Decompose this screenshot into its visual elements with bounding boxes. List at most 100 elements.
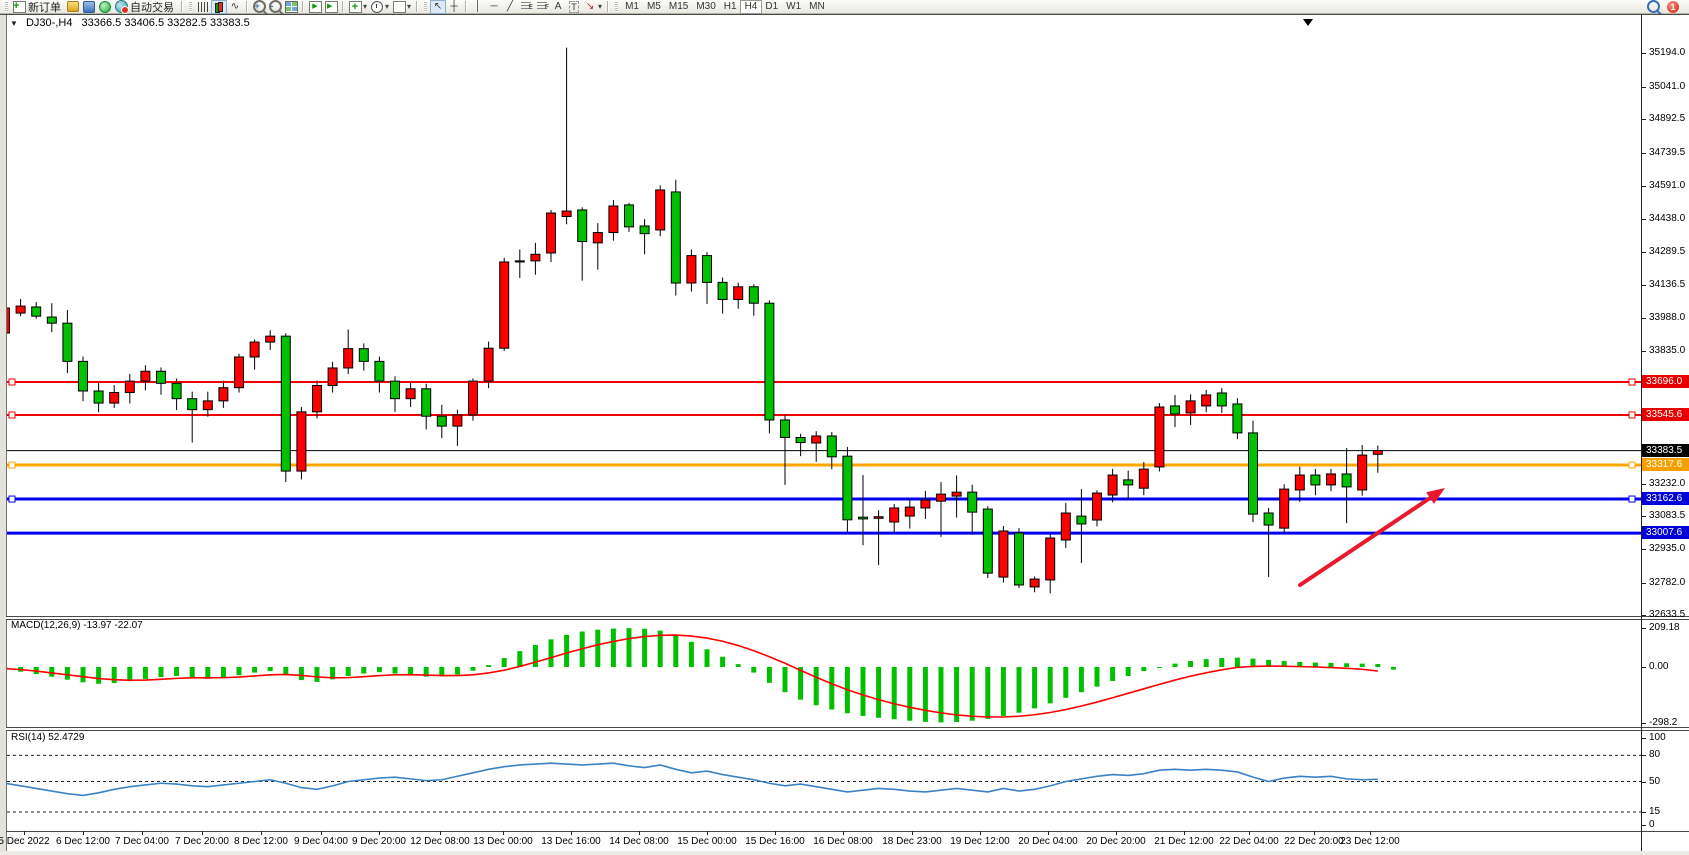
templates-icon[interactable] <box>392 0 406 13</box>
chart-shift-icon[interactable]: ▶ <box>324 0 338 13</box>
macd-histogram-bar <box>876 667 882 718</box>
tab-timeframe-MN[interactable]: MN <box>809 0 825 12</box>
periods-icon[interactable] <box>370 0 384 13</box>
toolbar-drag-handle[interactable] <box>5 1 8 12</box>
vertical-line-tool-icon[interactable]: │ <box>474 0 482 12</box>
tile-windows-icon[interactable] <box>284 0 298 13</box>
macd-histogram-bar <box>1312 662 1318 667</box>
price-tick-mark <box>1641 53 1646 55</box>
tab-timeframe-W1[interactable]: W1 <box>786 0 802 12</box>
indicators-dropdown-icon[interactable]: ▾ <box>363 2 368 11</box>
line-anchor-square[interactable] <box>1628 461 1636 469</box>
macd-histogram-bar <box>517 651 523 667</box>
candle-body <box>1107 474 1118 496</box>
fibonacci-tool-icon[interactable]: F <box>535 1 549 13</box>
candle-body <box>358 348 369 362</box>
text-label-tool-icon[interactable]: T <box>569 0 579 13</box>
candlestick-chart-type-icon[interactable] <box>211 0 227 14</box>
time-label: 9 Dec 20:00 <box>352 836 406 847</box>
line-anchor-square[interactable] <box>8 461 16 469</box>
macd-histogram-bar <box>486 665 492 667</box>
candle-body <box>624 204 634 228</box>
time-label: 13 Dec 00:00 <box>473 836 533 847</box>
pane-separator[interactable] <box>6 727 1689 731</box>
macd-pane[interactable] <box>7 620 1641 727</box>
bar-chart-type-icon[interactable] <box>196 1 210 13</box>
toolbar-drag-handle[interactable] <box>424 1 428 12</box>
zoom-out-icon[interactable]: - <box>268 0 282 13</box>
periods-dropdown-icon[interactable]: ▾ <box>385 2 390 11</box>
equidistant-channel-tool-icon[interactable]: E <box>519 1 533 13</box>
macd-histogram-bar <box>673 635 679 667</box>
macd-histogram-bar <box>829 667 835 710</box>
toolbar-drag-handle[interactable] <box>615 1 619 12</box>
timeframe-group: M1 M5 M15 M30 H1 H4 D1 W1 MN <box>621 0 829 14</box>
metaeditor-icon[interactable] <box>66 1 80 13</box>
candle-body <box>483 347 494 382</box>
macd-histogram-bar <box>64 667 70 680</box>
rsi-tick-mark <box>1641 781 1646 783</box>
tab-timeframe-M15[interactable]: M15 <box>668 0 689 12</box>
trend-arrow-object[interactable] <box>1298 496 1433 587</box>
tab-timeframe-H1[interactable]: H1 <box>723 0 737 12</box>
rsi-tick-mark <box>1641 825 1646 826</box>
new-order-icon[interactable]: + <box>12 0 26 13</box>
price-tick-mark <box>1641 285 1646 287</box>
pane-separator[interactable] <box>6 616 1689 620</box>
macd-histogram-bar <box>1203 659 1209 667</box>
collapse-arrow-icon[interactable]: ▼ <box>10 19 18 28</box>
text-tool-icon[interactable]: A <box>554 0 562 12</box>
tab-timeframe-H4[interactable]: H4 <box>739 0 763 14</box>
crosshair-icon[interactable]: ┼ <box>450 0 458 12</box>
tab-timeframe-M1[interactable]: M1 <box>625 0 639 12</box>
tab-timeframe-M30[interactable]: M30 <box>696 0 716 12</box>
macd-histogram-bar <box>1000 667 1006 716</box>
trend-arrow-head[interactable] <box>1426 488 1445 504</box>
macd-histogram-bar <box>392 667 398 674</box>
macd-histogram-bar <box>1063 667 1069 698</box>
main-chart-pane[interactable] <box>7 15 1641 618</box>
time-label: 9 Dec 04:00 <box>294 836 348 847</box>
macd-histogram-bar <box>657 630 663 667</box>
time-tick-mark <box>843 831 844 835</box>
tab-timeframe-D1[interactable]: D1 <box>765 0 779 12</box>
horizontal-line-tool-icon[interactable]: ─ <box>490 0 498 12</box>
macd-histogram-bar <box>907 667 913 721</box>
arrows-tool-icon[interactable]: ↘ <box>585 0 595 12</box>
candle-body <box>904 506 915 517</box>
signals-icon[interactable] <box>98 0 112 13</box>
line-anchor-square[interactable] <box>8 378 16 386</box>
trendline-tool-icon[interactable]: ╱ <box>507 0 514 12</box>
profile-icon[interactable] <box>82 0 96 13</box>
line-chart-type-icon[interactable]: ∿ <box>230 0 240 12</box>
line-anchor-square[interactable] <box>8 411 16 419</box>
toolbar-drag-handle[interactable] <box>189 1 192 12</box>
line-anchor-square[interactable] <box>1628 411 1636 419</box>
macd-histogram-bar <box>1125 667 1131 676</box>
macd-histogram-bar <box>1016 667 1022 713</box>
new-order-label[interactable]: 新订单 <box>28 1 61 14</box>
arrows-dropdown-icon[interactable]: ▾ <box>598 2 603 11</box>
indicators-icon[interactable]: + <box>348 0 362 13</box>
chart-shift-marker-icon[interactable] <box>1303 19 1313 26</box>
toolbar: + 新订单 自动交易 ∿ + - ▶ ▶ + ▾ ▾ ▾ ↖ ┼ │ ─ ╱ E… <box>0 0 1689 14</box>
line-anchor-square[interactable] <box>1628 378 1636 386</box>
search-icon[interactable] <box>1646 0 1660 13</box>
notifications-icon[interactable]: 1 <box>1667 0 1679 13</box>
rsi-pane[interactable] <box>7 731 1641 831</box>
price-tick-mark <box>1641 153 1646 154</box>
line-anchor-square[interactable] <box>8 495 16 503</box>
candle-body <box>1326 473 1336 486</box>
macd-histogram-bar <box>111 667 117 684</box>
autotrading-icon[interactable] <box>114 0 129 14</box>
cursor-icon[interactable]: ↖ <box>430 0 447 14</box>
candle-body <box>436 415 447 427</box>
auto-scroll-icon[interactable]: ▶ <box>308 0 322 13</box>
templates-dropdown-icon[interactable]: ▾ <box>407 2 412 11</box>
line-anchor-square[interactable] <box>1628 495 1636 503</box>
zoom-in-icon[interactable]: + <box>252 0 266 13</box>
tab-timeframe-M5[interactable]: M5 <box>646 0 661 12</box>
autotrading-label[interactable]: 自动交易 <box>130 1 174 14</box>
macd-histogram-bar <box>922 667 928 722</box>
toolbar-separator <box>607 1 610 12</box>
